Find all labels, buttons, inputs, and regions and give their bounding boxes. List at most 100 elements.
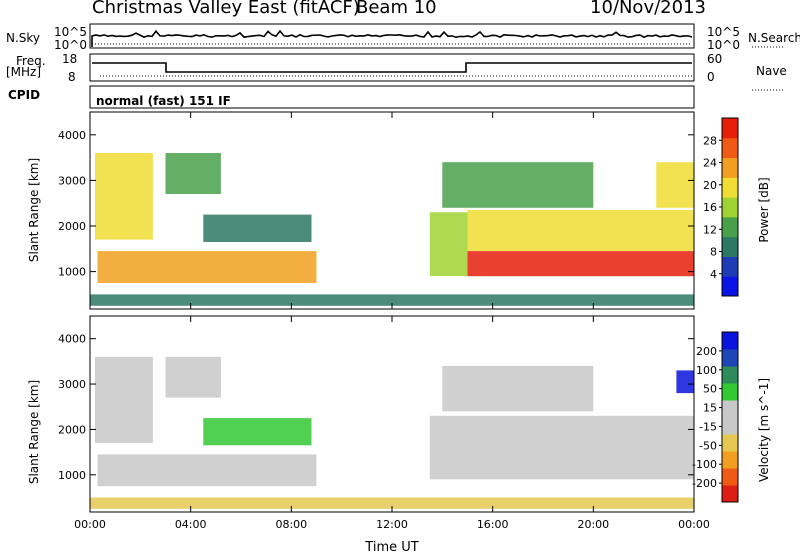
scatter-region-4 <box>90 294 694 306</box>
scatter-region-2 <box>165 153 221 194</box>
colorbar-tick-label: 4 <box>710 268 717 281</box>
scatter-region-4 <box>90 497 694 509</box>
freq-strip-frame <box>89 53 695 82</box>
y-tick-label: 3000 <box>58 378 86 391</box>
scatter-region-0 <box>97 251 317 283</box>
power-panel: 1000 2000 3000 4000 <box>58 111 695 310</box>
nsky-strip-frame <box>89 23 695 49</box>
nave-tick-top: 60 <box>707 52 723 66</box>
power-colorbar: 4 8 12 16 20 24 28 <box>703 117 739 297</box>
velocity-colorbar: -200 -100 -50 -15 15 50 100 200 <box>692 331 739 503</box>
x-tick-label: 08:00 <box>275 518 307 531</box>
colorbar-tick-label: -200 <box>692 477 717 490</box>
scatter-region-1 <box>95 356 153 443</box>
x-tick-label: 00:00 <box>678 518 710 531</box>
colorbar-tick-label: 50 <box>703 383 717 396</box>
colorbar-label-power: Power [dB] <box>757 177 771 242</box>
scatter-region-6 <box>467 251 694 277</box>
scatter-region-0 <box>97 454 317 487</box>
scatter-region-8 <box>442 162 594 208</box>
colorbar-segment-8 <box>722 349 738 367</box>
colorbar-tick-label: 24 <box>703 157 717 170</box>
colorbar-tick-label: 100 <box>696 364 717 377</box>
x-tick-label: 04:00 <box>175 518 207 531</box>
y-tick-label: 2000 <box>58 423 86 436</box>
colorbar-segment-8 <box>722 118 738 139</box>
scatter-region-6 <box>467 415 694 480</box>
ylabel-velocity: Slant Range [km] <box>27 380 41 484</box>
nsky-label: N.Sky <box>6 31 41 45</box>
colorbar-tick-label: -50 <box>699 439 717 452</box>
scatter-region-7 <box>442 365 594 412</box>
colorbar-tick-label: 15 <box>703 402 717 415</box>
nsearch-tick-top: 10^5 <box>707 25 740 39</box>
colorbar-tick-label: 16 <box>703 201 717 214</box>
colorbar-tick-label: 200 <box>696 345 717 358</box>
velocity-panel: 1000 2000 3000 4000 00:00 04:00 08:00 12:00 16:0… <box>58 315 710 531</box>
colorbar-segment-6 <box>722 383 738 401</box>
xlabel: Time UT <box>364 540 418 554</box>
scatter-region-8 <box>676 370 694 394</box>
nave-tick-bottom: 0 <box>707 70 715 84</box>
colorbar-label-velocity: Velocity [m s^-1] <box>757 378 771 482</box>
scatter-region-3 <box>203 418 312 446</box>
colorbar-tick-label: 12 <box>703 223 717 236</box>
colorbar-segment-1 <box>722 468 738 486</box>
y-tick-label: 2000 <box>58 220 86 233</box>
colorbar-segment-3 <box>722 216 738 238</box>
nsky-line <box>91 29 693 47</box>
scatter-region-9 <box>656 162 695 208</box>
y-tick-label: 3000 <box>58 174 86 187</box>
colorbar-segment-7 <box>722 366 738 384</box>
scatter-region-7 <box>467 210 694 251</box>
scatter-region-3 <box>203 214 312 242</box>
colorbar-segment-0 <box>722 276 738 297</box>
date-label: 10/Nov/2013 <box>590 0 706 18</box>
x-tick-label: 20:00 <box>577 518 609 531</box>
colorbar-segment-6 <box>722 157 738 178</box>
scatter-region-5 <box>429 212 468 277</box>
scatter-region-1 <box>95 153 153 240</box>
freq-label-2: [MHz] <box>6 65 42 79</box>
freq-label-1: Freq. <box>16 54 46 68</box>
scatter-region-2 <box>165 356 221 398</box>
x-tick-label: 12:00 <box>376 518 408 531</box>
colorbar-segment-3 <box>722 434 738 452</box>
colorbar-segment-7 <box>722 137 738 159</box>
y-tick-label: 1000 <box>58 469 86 482</box>
nsky-tick-bottom: 10^0 <box>54 38 87 52</box>
x-tick-label: 00:00 <box>74 518 106 531</box>
freq-tick-top: 18 <box>62 52 78 66</box>
colorbar-segment-1 <box>722 256 738 277</box>
y-tick-label: 4000 <box>58 129 86 142</box>
station-title: Christmas Valley East (fitACF) <box>92 0 360 18</box>
freq-line <box>92 62 692 73</box>
y-tick-label: 4000 <box>58 333 86 346</box>
colorbar-segment-9 <box>722 332 738 350</box>
colorbar-segment-4 <box>722 417 738 435</box>
colorbar-tick-label: -100 <box>692 458 717 471</box>
y-tick-label: 1000 <box>58 266 86 279</box>
cpid-strip-frame <box>89 85 695 109</box>
colorbar-segment-0 <box>722 485 738 503</box>
colorbar-segment-2 <box>722 451 738 469</box>
colorbar-tick-label: 20 <box>703 179 717 192</box>
cpid-label: CPID <box>8 88 41 102</box>
x-tick-label: 16:00 <box>477 518 509 531</box>
colorbar-segment-2 <box>722 236 738 257</box>
nsearch-label: N.Search <box>748 31 800 45</box>
nsky-tick-top: 10^5 <box>54 25 87 39</box>
nsearch-tick-bottom: 10^0 <box>707 38 740 52</box>
colorbar-frame <box>721 331 739 503</box>
ylabel-power: Slant Range [km] <box>27 158 41 262</box>
colorbar-tick-label: 8 <box>710 246 717 259</box>
colorbar-segment-5 <box>722 177 738 198</box>
beam-label: Beam 10 <box>356 0 437 18</box>
colorbar-segment-4 <box>722 197 738 218</box>
colorbar-tick-label: -15 <box>699 420 717 433</box>
freq-tick-bottom: 8 <box>68 70 76 84</box>
scatter-region-5 <box>429 415 468 480</box>
colorbar-segment-5 <box>722 400 738 418</box>
cpid-value: normal (fast) 151 IF <box>96 94 231 108</box>
